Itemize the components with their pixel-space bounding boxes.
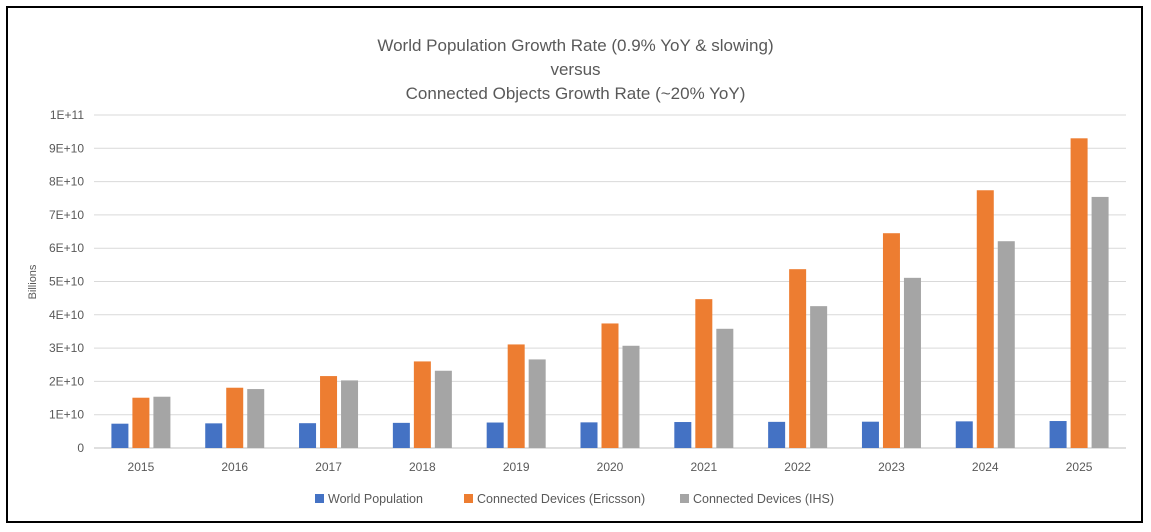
bar [789, 269, 807, 448]
y-tick-label: 5E+10 [49, 275, 84, 289]
legend-swatch [464, 494, 473, 503]
bar [882, 233, 900, 448]
legend: World Population Connected Devices (Erics… [315, 492, 834, 506]
legend-label: Connected Devices (IHS) [693, 492, 834, 506]
chart-title-line-1: World Population Growth Rate (0.9% YoY &… [377, 36, 774, 55]
y-tick-label: 9E+10 [49, 141, 84, 155]
bar [320, 376, 338, 448]
x-tick-label: 2022 [784, 460, 811, 474]
x-tick-label: 2024 [972, 460, 999, 474]
bar [392, 422, 410, 448]
bar [955, 421, 973, 448]
bar [810, 306, 828, 448]
chart-title-line-3: Connected Objects Growth Rate (~20% YoY) [405, 84, 746, 103]
x-tick-label: 2015 [128, 460, 155, 474]
bar [111, 423, 129, 448]
bar [716, 328, 734, 448]
y-tick-label: 6E+10 [49, 241, 84, 255]
x-tick-label: 2021 [690, 460, 717, 474]
bar [507, 344, 525, 448]
bar [413, 361, 431, 448]
x-tick-label: 2018 [409, 460, 436, 474]
x-axis-ticks: 2015 2016 2017 2018 2019 2020 2021 2022 2023 2024… [128, 460, 1093, 474]
y-tick-label: 2E+10 [49, 374, 84, 388]
y-tick-label: 8E+10 [49, 175, 84, 189]
bar [528, 359, 546, 448]
x-tick-label: 2016 [221, 460, 248, 474]
chart-frame [6, 6, 1143, 523]
legend-label: World Population [328, 492, 423, 506]
y-tick-label: 3E+10 [49, 341, 84, 355]
y-tick-label: 0 [77, 441, 84, 455]
legend-swatch [680, 494, 689, 503]
bar [205, 423, 223, 448]
bar [1091, 196, 1109, 448]
y-tick-label: 1E+10 [49, 408, 84, 422]
bar [486, 422, 504, 448]
x-tick-label: 2025 [1066, 460, 1093, 474]
y-tick-label: 7E+10 [49, 208, 84, 222]
bar [1070, 138, 1088, 448]
chart-title-line-2: versus [550, 60, 601, 79]
bar [997, 241, 1015, 448]
x-tick-label: 2020 [597, 460, 624, 474]
bar [861, 421, 879, 448]
y-axis-label: Billions [27, 264, 39, 299]
bar [976, 190, 994, 448]
x-tick-label: 2023 [878, 460, 905, 474]
bars [111, 138, 1109, 448]
bar [622, 345, 640, 448]
bar [601, 323, 619, 448]
bar [247, 389, 265, 448]
bar [132, 397, 150, 448]
legend-label: Connected Devices (Ericsson) [477, 492, 645, 506]
bar [153, 396, 171, 448]
bar [674, 422, 692, 448]
bar [226, 387, 244, 448]
bar [1049, 421, 1067, 448]
y-tick-label: 4E+10 [49, 308, 84, 322]
bar [580, 422, 598, 448]
bar [768, 421, 786, 448]
y-axis-ticks: 0 1E+10 2E+10 3E+10 4E+10 5E+10 6E+10 7E+10 8E+1… [49, 108, 84, 455]
x-tick-label: 2019 [503, 460, 530, 474]
y-tick-label: 1E+11 [50, 108, 84, 122]
bar [341, 380, 359, 448]
bar [903, 277, 921, 448]
bar [695, 299, 713, 448]
bar [299, 423, 317, 448]
x-tick-label: 2017 [315, 460, 342, 474]
bar [434, 370, 452, 448]
legend-swatch [315, 494, 324, 503]
